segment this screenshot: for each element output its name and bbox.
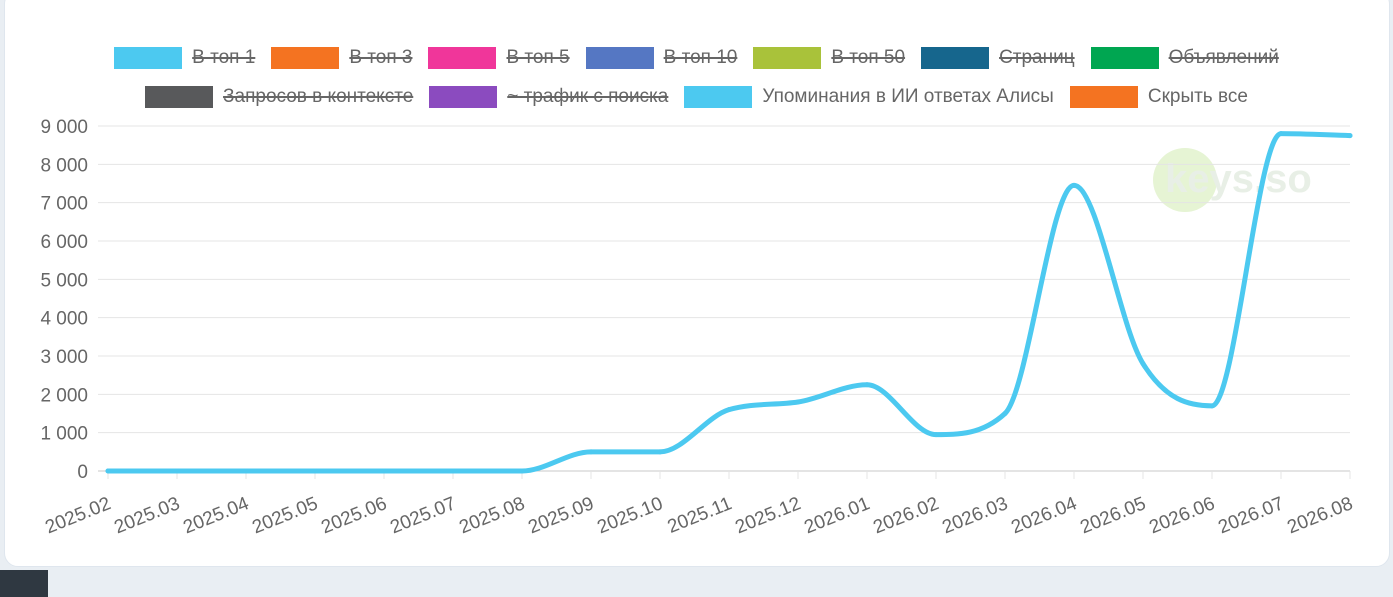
y-tick-label: 0 <box>77 462 88 483</box>
legend-swatch <box>1090 47 1159 69</box>
data-point <box>105 468 111 474</box>
legend-swatch <box>114 47 183 69</box>
data-point <box>312 468 318 474</box>
data-point <box>381 468 387 474</box>
legend-label: ~ трафик с поиска <box>507 86 669 107</box>
x-tick-label: 2025.11 <box>665 493 735 538</box>
data-point <box>1209 403 1215 409</box>
x-tick-label: 2026.07 <box>1215 493 1287 538</box>
x-tick-label: 2026.03 <box>939 493 1011 538</box>
x-tick-label: 2026.02 <box>870 493 942 538</box>
y-tick-label: 3 000 <box>40 347 88 368</box>
x-tick-label: 2026.01 <box>801 493 873 538</box>
data-point <box>657 449 663 455</box>
legend-item[interactable]: Упоминания в ИИ ответах Алисы <box>684 86 1054 108</box>
y-tick-label: 2 000 <box>40 385 88 406</box>
y-tick-label: 7 000 <box>40 194 88 215</box>
data-point <box>243 468 249 474</box>
y-tick-label: 4 000 <box>40 309 88 330</box>
x-tick-label: 2025.12 <box>732 493 804 538</box>
legend-item[interactable]: Запросов в контексте <box>145 86 413 108</box>
x-tick-label: 2025.05 <box>249 493 321 538</box>
legend-swatch <box>429 86 498 108</box>
x-tick-label: 2025.04 <box>180 493 252 538</box>
legend-label: В топ 5 <box>506 47 570 68</box>
series-line <box>105 131 1353 474</box>
legend-swatch <box>428 47 497 69</box>
data-point <box>726 407 732 413</box>
data-point <box>933 432 939 438</box>
legend-label: Запросов в контексте <box>223 86 414 107</box>
legend-item[interactable]: Страниц <box>921 47 1075 69</box>
legend-label: Упоминания в ИИ ответах Алисы <box>762 86 1054 107</box>
legend-item[interactable]: Объявлений <box>1090 47 1279 69</box>
legend-label: Скрыть все <box>1147 86 1248 107</box>
data-point <box>1140 361 1146 367</box>
y-tick-label: 8 000 <box>40 155 88 176</box>
data-point <box>864 382 870 388</box>
legend-item[interactable]: Скрыть все <box>1069 86 1248 108</box>
y-tick-label: 5 000 <box>40 270 88 291</box>
x-tick-label: 2026.06 <box>1146 493 1218 538</box>
x-tick-label: 2025.06 <box>318 493 390 538</box>
y-tick-label: 6 000 <box>40 232 88 253</box>
data-point <box>519 468 525 474</box>
x-tick-label: 2025.10 <box>594 493 666 538</box>
x-tick-label: 2026.04 <box>1008 493 1080 538</box>
legend-swatch <box>753 47 822 69</box>
legend-swatch <box>271 47 340 69</box>
legend-swatch <box>921 47 990 69</box>
legend-item[interactable]: В топ 10 <box>585 47 738 69</box>
data-point <box>588 449 594 455</box>
x-tick-label: 2026.05 <box>1077 493 1149 538</box>
data-point <box>1002 411 1008 416</box>
x-tick-label: 2026.08 <box>1284 493 1356 538</box>
legend-swatch <box>145 86 214 108</box>
y-tick-label: 1 000 <box>40 424 88 445</box>
legend-label: В топ 3 <box>349 47 413 68</box>
data-point <box>1071 182 1077 188</box>
legend-swatch <box>684 86 753 108</box>
data-point <box>1347 133 1353 139</box>
legend-item[interactable]: ~ трафик с поиска <box>429 86 668 108</box>
dark-corner-block <box>0 570 48 597</box>
legend-label: Объявлений <box>1168 47 1279 68</box>
x-tick-label: 2025.08 <box>456 493 528 538</box>
watermark-text: keys.so <box>1165 157 1312 201</box>
x-tick-label: 2025.02 <box>42 493 114 538</box>
legend-label: В топ 10 <box>663 47 738 68</box>
legend-row-1: В топ 1 В топ 3 В топ 5 В топ 10 В топ 50 Стр… <box>0 47 1393 69</box>
data-point <box>795 399 801 405</box>
legend-swatch <box>1069 86 1138 108</box>
legend-item[interactable]: В топ 50 <box>753 47 905 69</box>
legend-label: Страниц <box>999 47 1075 68</box>
legend-label: В топ 1 <box>192 47 256 68</box>
legend-item[interactable]: В топ 1 <box>114 47 255 69</box>
data-point <box>450 468 456 474</box>
data-point <box>174 468 180 474</box>
legend-row-2: Запросов в контексте ~ трафик с поиска Упо… <box>0 86 1393 108</box>
legend-label: В топ 50 <box>831 47 906 68</box>
legend-item[interactable]: В топ 3 <box>271 47 412 69</box>
x-tick-label: 2025.09 <box>525 493 597 538</box>
legend-item[interactable]: В топ 5 <box>428 47 570 69</box>
data-point <box>1278 131 1284 137</box>
y-tick-label: 9 000 <box>40 117 88 138</box>
x-tick-label: 2025.03 <box>111 493 183 538</box>
x-tick-label: 2025.07 <box>387 493 459 538</box>
legend-swatch <box>585 47 654 69</box>
